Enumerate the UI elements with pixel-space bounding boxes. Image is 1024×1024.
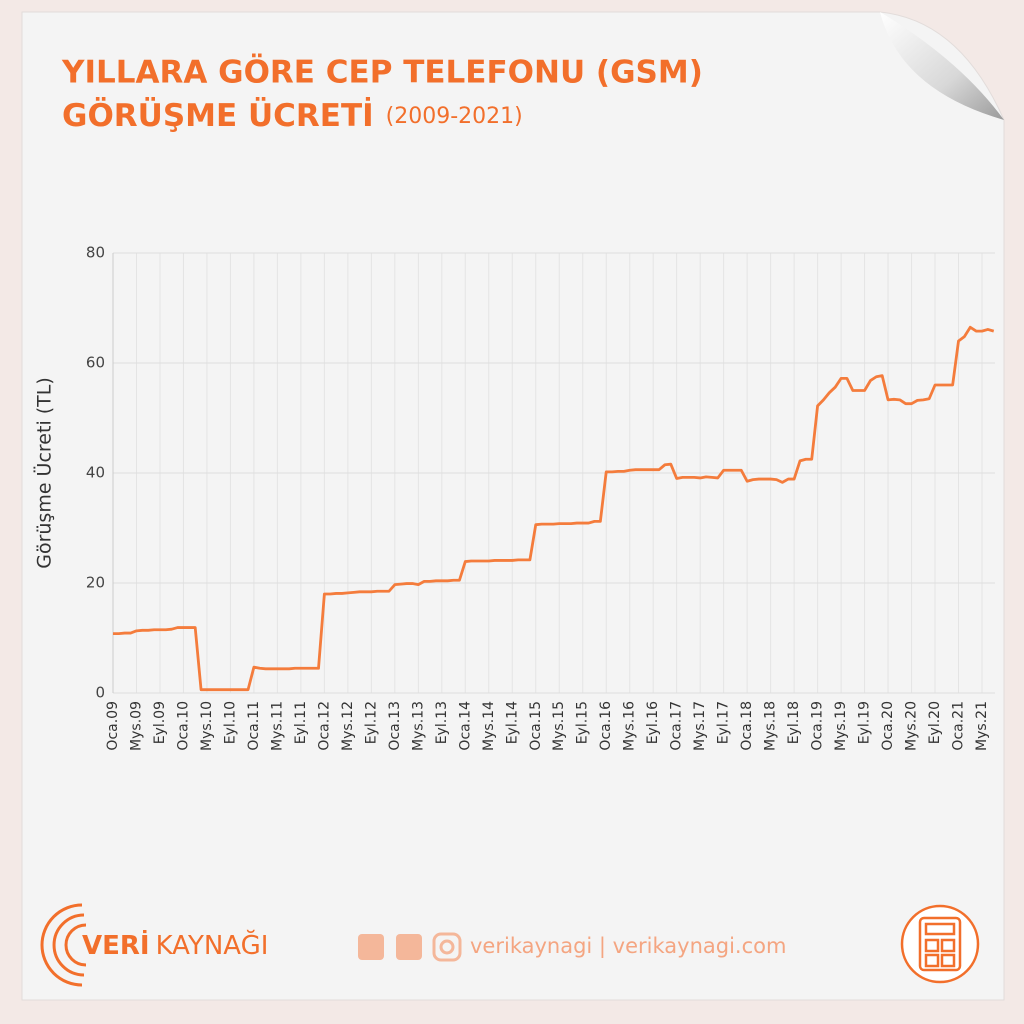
x-tick-label: Mys.20 (904, 701, 920, 751)
x-tick-label: Mys.19 (833, 701, 849, 751)
y-tick-label: 60 (86, 354, 105, 372)
page-curl (880, 12, 1004, 120)
x-tick-label: Oca.11 (246, 701, 262, 751)
x-tick-label: Eyl.10 (222, 701, 238, 744)
title-line: GÖRÜŞME ÜCRETİ (62, 97, 374, 134)
x-tick-label: Oca.15 (528, 701, 544, 751)
y-tick-label: 20 (86, 574, 105, 592)
x-tick-label: Mys.16 (622, 701, 638, 751)
x-tick-label: Mys.09 (128, 701, 144, 751)
x-tick-label: Oca.14 (457, 701, 473, 751)
x-tick-label: Oca.19 (810, 701, 826, 751)
x-tick-label: Eyl.14 (504, 701, 520, 744)
x-tick-label: Eyl.15 (575, 701, 591, 744)
x-tick-label: Eyl.18 (786, 701, 802, 744)
brand-bold: VERİ (82, 929, 150, 961)
x-tick-label: Oca.17 (669, 701, 685, 751)
x-tick-label: Mys.15 (551, 701, 567, 751)
y-axis-label: Görüşme Ücreti (TL) (33, 377, 56, 569)
x-tick-label: Oca.13 (387, 701, 403, 751)
calculator-icon (900, 904, 980, 984)
x-tick-label: Mys.21 (974, 701, 990, 751)
x-tick-label: Oca.10 (175, 701, 191, 751)
data-line (113, 325, 995, 692)
x-tick-label: Mys.10 (199, 701, 215, 751)
card (21, 11, 1005, 1001)
x-tick-label: Mys.13 (410, 701, 426, 751)
x-tick-label: Oca.16 (598, 701, 614, 751)
x-tick-label: Oca.09 (105, 701, 121, 751)
chart-subtitle: (2009-2021) (386, 104, 523, 129)
x-tick-label: Oca.12 (316, 701, 332, 751)
x-tick-label: Eyl.16 (645, 701, 661, 744)
chart-title: YILLARA GÖRE CEP TELEFONU (GSM) (61, 54, 703, 91)
x-tick-label: Mys.14 (481, 701, 497, 751)
footer-links: verikaynagi | verikaynagi.com (470, 934, 786, 959)
brand-rest: KAYNAĞI (156, 929, 269, 961)
x-tick-label: Eyl.12 (363, 701, 379, 744)
logo (40, 903, 87, 987)
x-tick-label: Oca.18 (739, 701, 755, 751)
x-tick-label: Oca.21 (951, 701, 967, 751)
x-tick-label: Eyl.11 (293, 701, 309, 744)
chart-title: GÖRÜŞME ÜCRETİ (2009-2021) (62, 97, 523, 134)
x-tick-label: Oca.20 (880, 701, 896, 751)
x-tick-label: Mys.17 (692, 701, 708, 751)
x-tick-label: Eyl.17 (716, 701, 732, 744)
x-tick-label: Eyl.19 (857, 701, 873, 744)
social-icons (358, 932, 462, 962)
x-tick-label: Mys.12 (340, 701, 356, 751)
brand: VERİ KAYNAĞI (82, 929, 268, 961)
plot: Oca.09 Mys.09 Eyl.09 Oca.10 Mys.10 Eyl.10 Oca.… (86, 244, 995, 751)
x-tick-label: Mys.11 (269, 701, 285, 751)
y-tick-label: 0 (95, 684, 105, 702)
x-tick-label: Eyl.20 (927, 701, 943, 744)
x-tick-label: Eyl.09 (152, 701, 168, 744)
x-tick-label: Eyl.13 (434, 701, 450, 744)
y-tick-label: 80 (86, 244, 105, 262)
x-tick-label: Mys.18 (763, 701, 779, 751)
y-tick-label: 40 (86, 464, 105, 482)
